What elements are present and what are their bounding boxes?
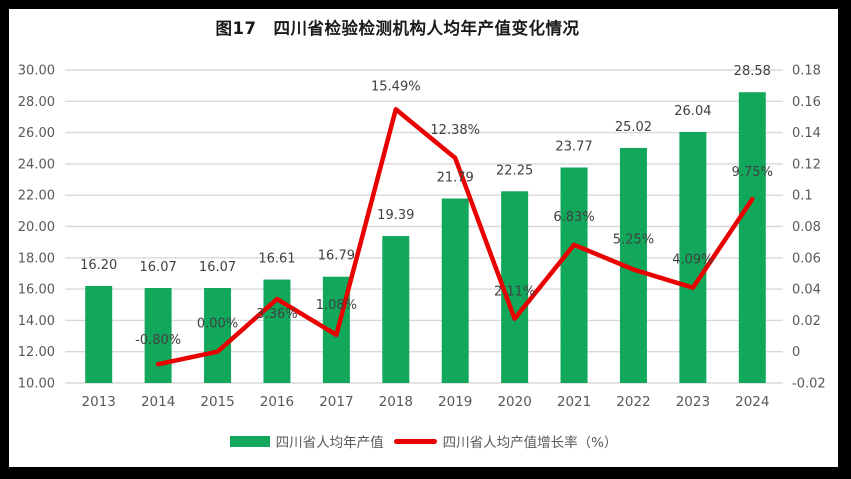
bar <box>263 279 291 383</box>
bar-value-label: 22.25 <box>496 163 533 178</box>
x-axis-label: 2018 <box>379 394 413 410</box>
line-point-label: 6.83% <box>553 210 594 225</box>
bar-value-label: 16.20 <box>80 258 117 273</box>
right-axis-tick-label: 0 <box>792 345 800 360</box>
growth-rate-line <box>155 107 755 367</box>
left-axis-tick-label: 20.00 <box>18 220 55 235</box>
bar <box>501 191 529 383</box>
line-point-label: 9.75% <box>732 165 773 180</box>
combo-chart-plot-area: 30.00 0.18 28.00 0.16 26.00 0.14 24.00 0.12 22.0… <box>18 64 826 411</box>
line-point-label: 4.09% <box>672 253 713 268</box>
right-axis-tick-label: 0.06 <box>792 251 821 266</box>
right-axis-tick-label: 0.08 <box>792 220 821 235</box>
x-axis-label: 2013 <box>82 394 116 410</box>
line-point-label: 0.00% <box>197 317 238 332</box>
line-point-label: 3.36% <box>256 307 297 322</box>
bar-value-label: 16.07 <box>199 260 236 275</box>
bar <box>144 288 172 383</box>
line-series-label: 四川省人均产值增长率（%） <box>442 435 618 451</box>
line-point-label: 15.49% <box>371 79 421 94</box>
x-axis-label: 2023 <box>676 394 710 410</box>
x-axis-label: 2019 <box>438 394 472 410</box>
x-axis-label: 2017 <box>319 394 353 410</box>
bar-value-label: 28.58 <box>734 64 771 79</box>
bar-value-label: 16.07 <box>140 260 177 275</box>
bar-value-label: 23.77 <box>555 139 592 154</box>
bar <box>679 131 707 383</box>
line-point-label: 2.11% <box>494 285 535 300</box>
right-axis-tick-label: -0.02 <box>792 377 826 392</box>
bar-value-label: 21.79 <box>437 170 474 185</box>
left-axis-tick-label: 18.00 <box>18 251 55 266</box>
left-axis-tick-label: 28.00 <box>18 95 55 110</box>
bar-value-label: 26.04 <box>674 104 711 119</box>
legend: 四川省人均年产值 四川省人均产值增长率（%） <box>9 431 838 451</box>
bar <box>382 236 410 383</box>
left-axis-tick-label: 30.00 <box>18 64 55 79</box>
bar-value-label: 16.79 <box>318 249 355 264</box>
x-axis-label: 2020 <box>497 394 531 410</box>
bar <box>560 167 588 383</box>
left-axis-tick-label: 24.00 <box>18 157 55 172</box>
line-point-label: 5.25% <box>613 233 654 248</box>
chart-card: 图17 四川省检验检测机构人均年产值变化情况 30.00 0.18 28.00 0.1… <box>9 9 838 467</box>
right-axis-tick-label: 0.1 <box>792 189 813 204</box>
left-axis-tick-label: 22.00 <box>18 189 55 204</box>
legend-item-line-series: 四川省人均产值增长率（%） <box>393 431 618 451</box>
right-axis-tick-label: 0.14 <box>792 126 821 141</box>
right-axis-tick-label: 0.02 <box>792 314 821 329</box>
bar <box>441 198 469 383</box>
left-axis-tick-label: 12.00 <box>18 345 55 360</box>
bar <box>738 92 766 384</box>
right-axis-tick-label: 0.18 <box>792 64 821 79</box>
x-axis-label: 2022 <box>616 394 650 410</box>
right-axis-tick-label: 0.16 <box>792 95 821 110</box>
bar-value-label: 25.02 <box>615 120 652 135</box>
x-axis-label: 2014 <box>141 394 175 410</box>
line-point-label: 12.38% <box>430 123 480 138</box>
bar <box>85 285 113 383</box>
line-point-label: -0.80% <box>135 333 181 348</box>
right-axis-tick-label: 0.04 <box>792 283 821 298</box>
left-axis-tick-label: 10.00 <box>18 377 55 392</box>
left-axis-tick-label: 26.00 <box>18 126 55 141</box>
bar-value-label: 19.39 <box>377 208 414 223</box>
x-axis-label: 2021 <box>557 394 591 410</box>
chart-title: 图17 四川省检验检测机构人均年产值变化情况 <box>215 19 580 38</box>
left-axis-tick-label: 16.00 <box>18 283 55 298</box>
right-axis-tick-label: 0.12 <box>792 157 821 172</box>
x-axis-label: 2024 <box>735 394 769 410</box>
legend-item-bar-series: 四川省人均年产值 <box>229 431 384 451</box>
bar-series-label: 四川省人均年产值 <box>275 435 384 451</box>
line-point-label: 1.08% <box>316 298 357 313</box>
x-axis-label: 2016 <box>260 394 294 410</box>
line-series-swatch <box>393 438 437 444</box>
x-axis-label: 2015 <box>200 394 234 410</box>
bar-series-swatch <box>229 435 270 447</box>
left-axis-tick-label: 14.00 <box>18 314 55 329</box>
bar <box>204 288 232 383</box>
bar-value-label: 16.61 <box>258 252 295 267</box>
